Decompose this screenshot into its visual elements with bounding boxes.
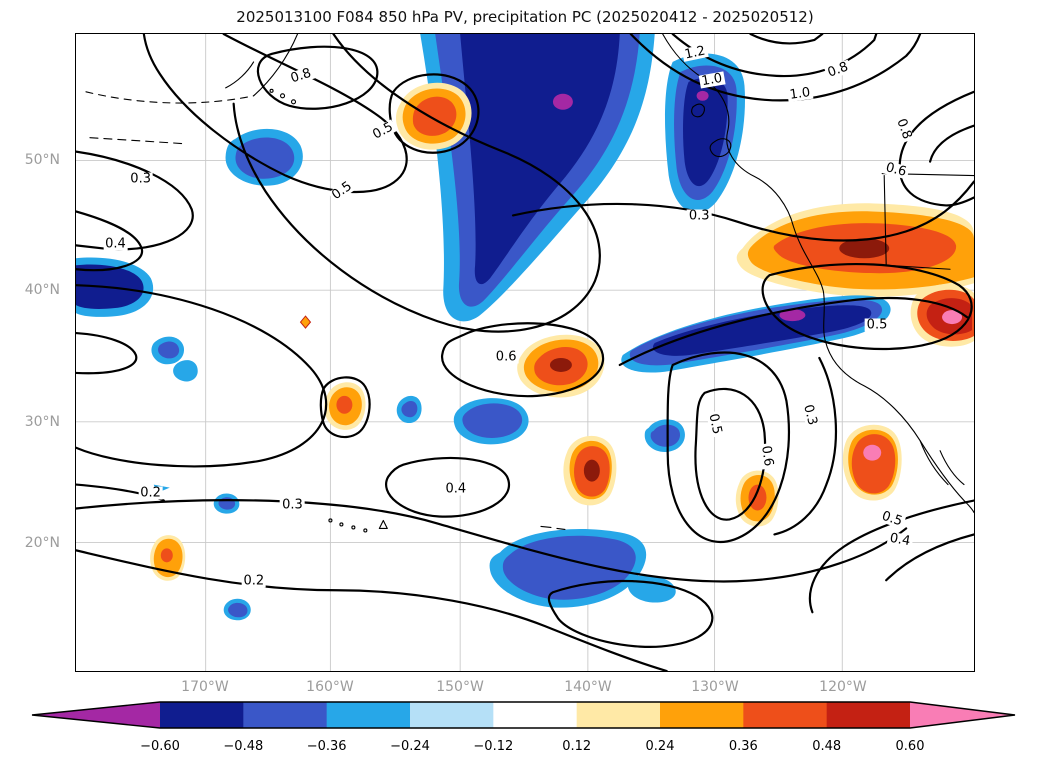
- colorbar-segment: [827, 702, 911, 728]
- colorbar-tick-label: 0.60: [896, 739, 925, 754]
- colorbar-segment: [743, 702, 827, 728]
- colorbar-tick-label: 0.36: [729, 739, 758, 754]
- x-tick-label: 120°W: [819, 679, 867, 695]
- colorbar-tick-label: 0.12: [562, 739, 591, 754]
- colorbar-over-arrow: [910, 702, 1015, 728]
- filled-anomaly-regions: [76, 34, 974, 620]
- colorbar-segment: [577, 702, 661, 728]
- x-tick-label: 160°W: [306, 679, 354, 695]
- colorbar-tick-label: 0.24: [646, 739, 675, 754]
- plot-area: 0.80.50.30.50.41.21.01.00.80.80.60.30.60…: [75, 33, 975, 672]
- map-canvas: [76, 34, 974, 671]
- colorbar-tick-label: −0.60: [140, 739, 180, 754]
- y-tick-label: 50°N: [25, 152, 60, 168]
- colorbar-segment: [327, 702, 411, 728]
- y-tick-label: 40°N: [25, 282, 60, 298]
- y-tick-label: 20°N: [25, 535, 60, 551]
- colorbar-segment: [160, 702, 244, 728]
- colorbar-tick-label: −0.48: [223, 739, 263, 754]
- colorbar-tick-label: −0.36: [307, 739, 347, 754]
- x-tick-label: 130°W: [691, 679, 739, 695]
- colorbar-segment: [660, 702, 744, 728]
- x-tick-label: 150°W: [436, 679, 484, 695]
- colorbar-tick-label: 0.48: [812, 739, 841, 754]
- colorbar-tick-label: −0.24: [390, 739, 430, 754]
- x-tick-label: 170°W: [181, 679, 229, 695]
- colorbar-under-arrow: [32, 702, 160, 728]
- y-axis: 50°N 40°N 30°N 20°N: [0, 33, 68, 672]
- colorbar-tick-label: −0.12: [473, 739, 513, 754]
- y-tick-label: 30°N: [25, 414, 60, 430]
- chart-title: 2025013100 F084 850 hPa PV, precipitatio…: [75, 8, 975, 26]
- colorbar-segment: [410, 702, 494, 728]
- colorbar-segment: [243, 702, 327, 728]
- x-tick-label: 140°W: [564, 679, 612, 695]
- colorbar: −0.60 −0.48 −0.36 −0.24 −0.12 0.12 0.24 0.36 0.4…: [0, 696, 1047, 760]
- colorbar-segment: [493, 702, 577, 728]
